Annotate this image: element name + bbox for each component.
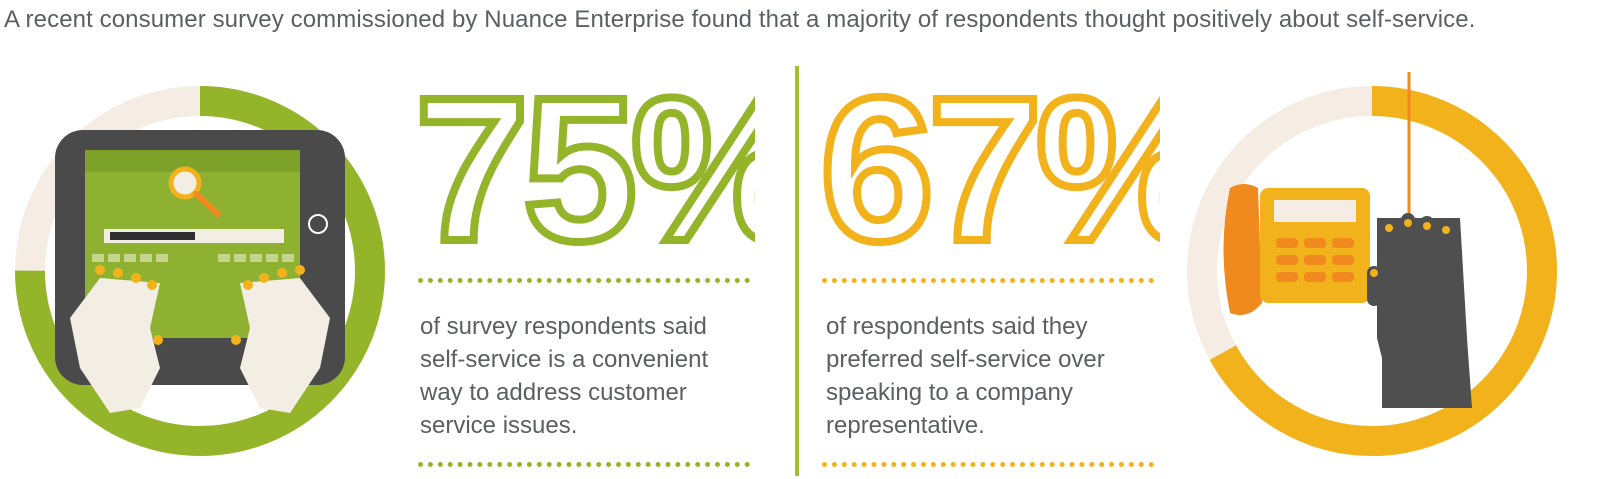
stat-67-value-graphic: 67% [820,72,1160,252]
stat-75-value-graphic: 75% [415,72,755,252]
divider-dotted [418,278,750,283]
center-divider [795,66,799,476]
divider-dotted [822,462,1154,467]
ring-progress-75 [15,86,385,456]
ring-progress-67 [1187,86,1557,456]
phone-hand-illustration [1187,72,1557,456]
hands-icon [70,265,330,413]
stat-75-line: service issues. [420,412,578,439]
stat-75-line: of survey respondents said [420,313,707,340]
stat-67-value: 67% [820,72,1160,252]
stat-67-line: speaking to a company [826,379,1073,406]
headline: A recent consumer survey commissioned by… [4,6,1476,33]
hand-icon [1367,213,1472,408]
stat-75-line: self-service is a convenient [420,346,709,373]
stat-75-line: way to address customer [420,379,687,406]
stat-67-description: of respondents said they preferred self-… [826,310,1105,442]
stat-67-line: preferred self-service over [826,346,1105,373]
divider-dotted [418,462,750,467]
tablet-search-illustration [15,86,385,456]
telephone-icon [1223,72,1411,316]
stat-75-description: of survey respondents said self-service … [420,310,708,442]
stat-67-line: of respondents said they [826,313,1088,340]
divider-dotted [822,278,1154,283]
stat-75-value: 75% [415,72,755,252]
stat-67-line: representative. [826,412,985,439]
